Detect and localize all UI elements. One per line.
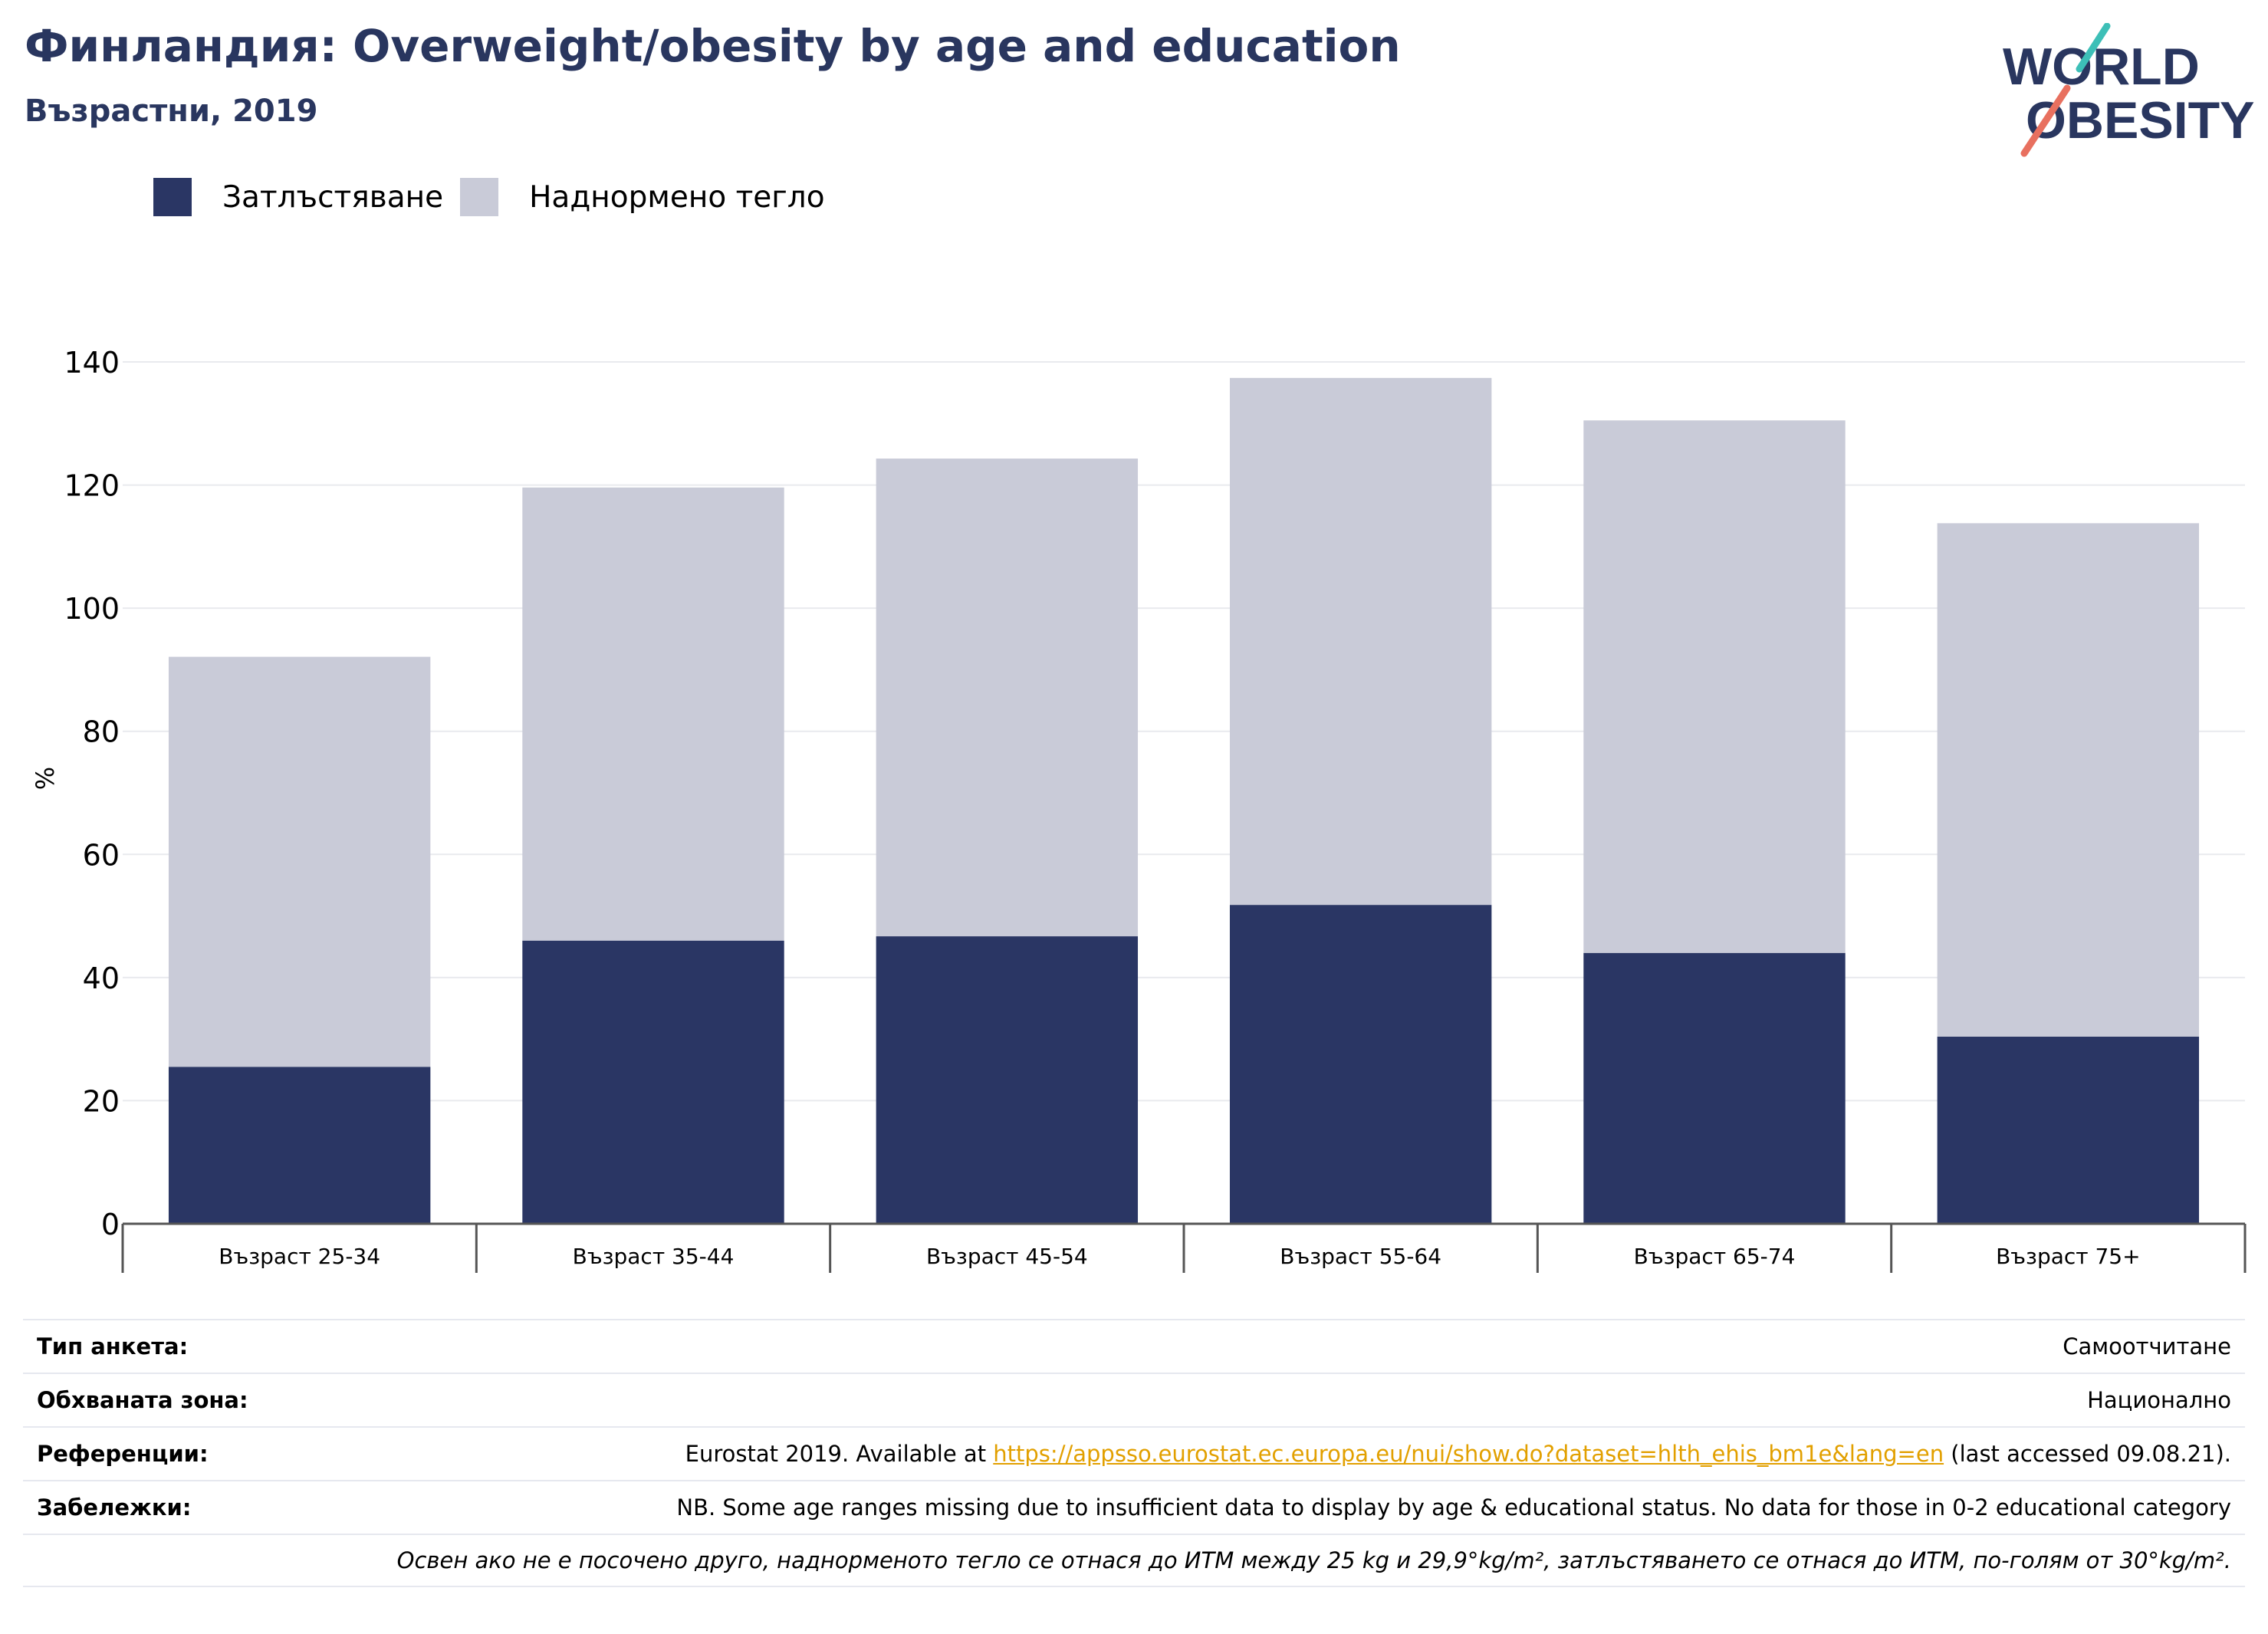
y-tick-label: 120: [64, 469, 120, 503]
logo-line2: OBESITY: [2026, 91, 2254, 150]
survey-type-value: Самоотчитане: [2063, 1333, 2231, 1359]
chart-legend: Затлъстяване Наднормено тегло: [153, 178, 842, 216]
y-axis-label: %: [31, 767, 60, 790]
y-tick-label: 60: [83, 838, 120, 872]
stacked-bar-chart: 0 20 40 60 80 100 120 140% Възраст 25-34 Възраст …: [31, 346, 2247, 1273]
y-tick-label: 20: [83, 1084, 120, 1118]
x-tick-label: Възраст 55-64: [1280, 1244, 1441, 1269]
bar-obesity: [1583, 952, 1846, 1224]
legend-label-overweight: Наднормено тегло: [529, 179, 825, 215]
y-tick-label: 0: [101, 1208, 120, 1241]
x-tick-label: Възраст 65-74: [1634, 1244, 1796, 1269]
info-row-notes: Забележки: NB. Some age ranges missing d…: [23, 1480, 2245, 1534]
x-tick-label: Възраст 25-34: [219, 1244, 380, 1269]
bar-overweight: [1583, 420, 1846, 953]
notes-value: NB. Some age ranges missing due to insuf…: [676, 1494, 2231, 1521]
bar-overweight: [876, 459, 1139, 937]
bar-obesity: [168, 1067, 431, 1224]
references-prefix: Eurostat 2019. Available at: [685, 1441, 994, 1467]
info-row-area: Обхваната зона: Национално: [23, 1373, 2245, 1426]
bar-obesity: [522, 940, 784, 1224]
world-obesity-logo: WORLD OBESITY: [2003, 23, 2254, 157]
bar-overweight: [1229, 377, 1492, 906]
area-value: Национално: [2087, 1387, 2231, 1413]
references-link[interactable]: https://appsso.eurostat.ec.europa.eu/nui…: [993, 1441, 1944, 1467]
bar-overweight: [522, 487, 784, 941]
references-label: Референции:: [37, 1441, 209, 1467]
info-row-definition: Освен ако не е посочено друго, наднормен…: [23, 1534, 2245, 1587]
page-title: Финландия: Overweight/obesity by age and…: [25, 20, 1401, 72]
survey-type-label: Тип анкета:: [37, 1333, 189, 1359]
bar-overweight: [168, 656, 431, 1067]
info-row-survey: Тип анкета: Самоотчитане: [23, 1319, 2245, 1373]
bar-obesity: [876, 936, 1139, 1224]
notes-label: Забележки:: [37, 1494, 192, 1521]
info-row-references: Референции: Eurostat 2019. Available at …: [23, 1426, 2245, 1480]
legend-swatch-obesity: [153, 178, 192, 216]
y-tick-label: 140: [64, 346, 120, 380]
bar-overweight: [1937, 523, 2200, 1037]
page-subtitle: Възрастни, 2019: [25, 94, 318, 129]
bmi-definition-note: Освен ако не е посочено друго, наднормен…: [396, 1547, 2231, 1573]
logo-line1: WORLD: [2003, 38, 2200, 96]
bar-obesity: [1229, 905, 1492, 1224]
legend-swatch-overweight: [460, 178, 499, 216]
references-value: Eurostat 2019. Available at https://apps…: [685, 1441, 2231, 1467]
area-label: Обхваната зона:: [37, 1387, 248, 1413]
y-tick-label: 40: [83, 962, 120, 995]
info-table: Тип анкета: Самоотчитане Обхваната зона:…: [23, 1319, 2245, 1587]
y-tick-label: 80: [83, 715, 120, 749]
legend-label-obesity: Затлъстяване: [222, 179, 444, 215]
x-tick-label: Възраст 35-44: [573, 1244, 735, 1269]
x-tick-label: Възраст 45-54: [926, 1244, 1088, 1269]
y-tick-label: 100: [64, 592, 120, 626]
bar-obesity: [1937, 1036, 2200, 1224]
references-suffix: (last accessed 09.08.21).: [1944, 1441, 2231, 1467]
x-tick-label: Възраст 75+: [1996, 1244, 2141, 1269]
